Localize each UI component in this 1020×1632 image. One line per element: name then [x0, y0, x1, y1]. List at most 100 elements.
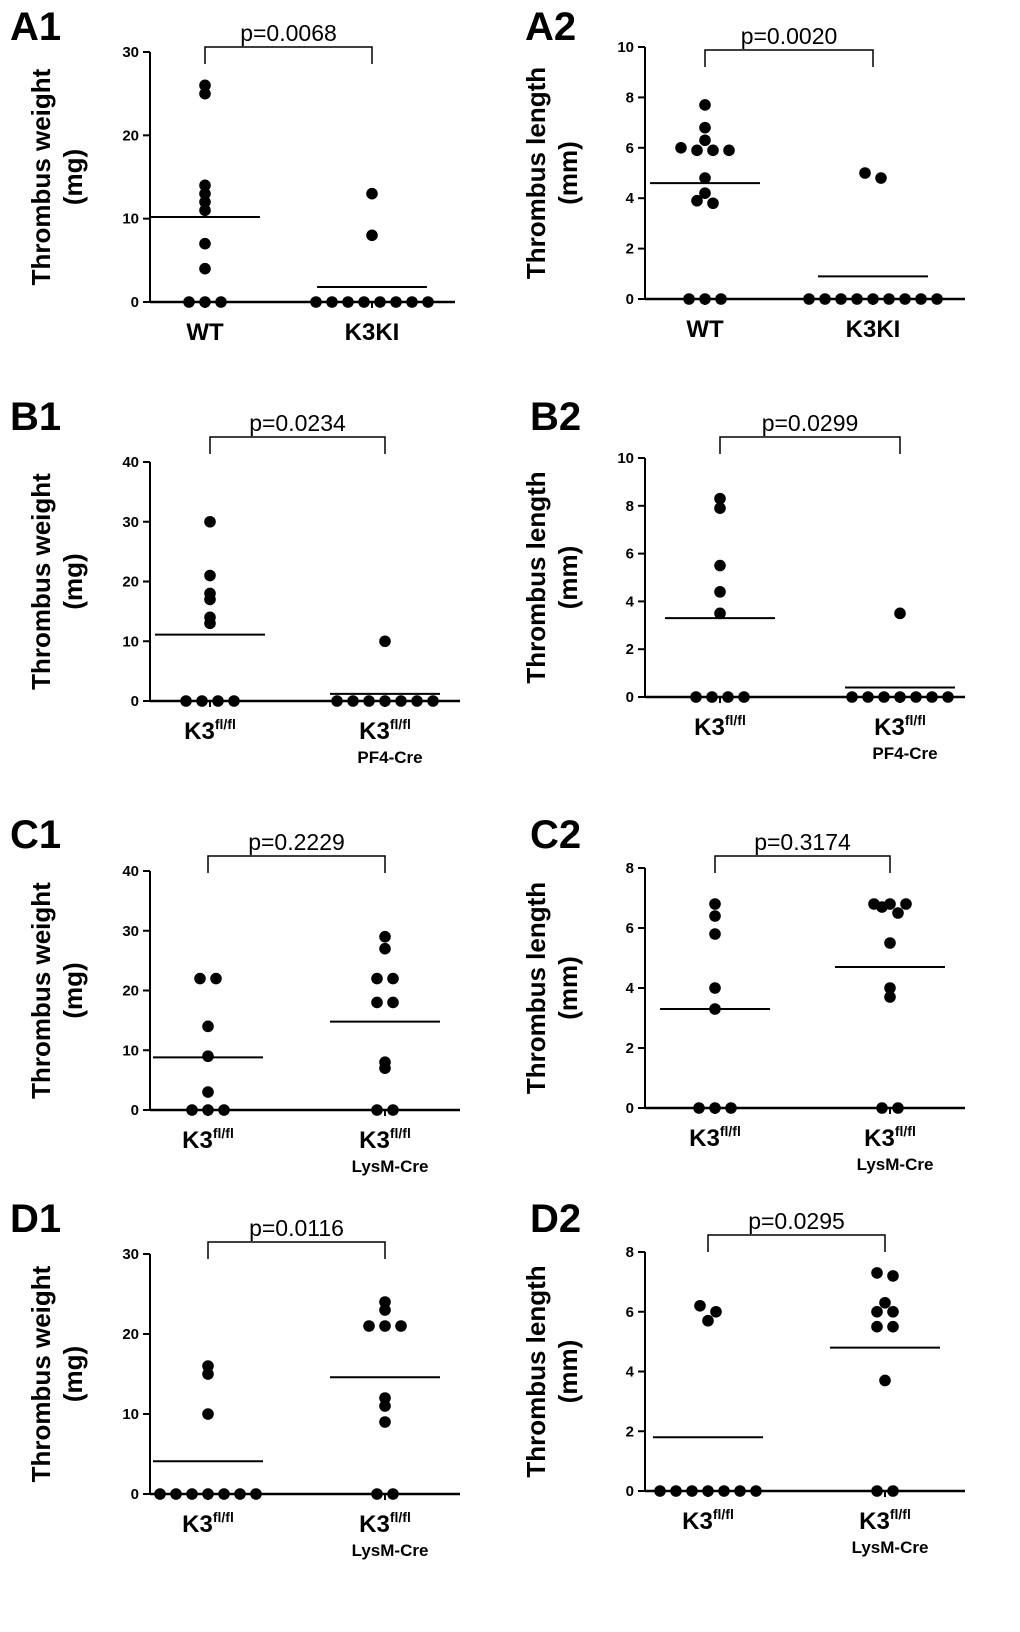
significance-bracket — [204, 46, 373, 64]
group-label-sup: fl/fl — [895, 1123, 916, 1139]
data-point — [887, 1320, 899, 1333]
panel-a2: A2 Thrombus length(mm) 0 2 4 6 8 10 WT K3KI p=0.00… — [521, 5, 965, 343]
y-tick-label: 4 — [626, 980, 635, 997]
data-point — [710, 1305, 722, 1318]
group-2: K3KI — [803, 167, 943, 343]
data-point — [709, 1102, 721, 1114]
data-point — [694, 1299, 706, 1312]
data-point — [884, 982, 896, 994]
y-tick-label: 40 — [122, 863, 139, 880]
data-point — [310, 296, 322, 308]
data-point — [374, 296, 386, 308]
data-point — [871, 1267, 883, 1279]
group-2: K3fl/fl PF4-Cre — [845, 607, 955, 763]
y-tick-label: 20 — [122, 1326, 139, 1343]
data-point — [862, 691, 874, 703]
data-point — [675, 142, 687, 154]
group-2: K3fl/fl LysM-Cre — [330, 1296, 440, 1560]
data-point — [690, 691, 702, 703]
y-tick-label: 10 — [122, 1042, 139, 1059]
y-axis-title-line2: (mg) — [58, 553, 88, 609]
data-point — [709, 928, 721, 940]
data-point — [204, 593, 216, 606]
y-tick-label: 30 — [122, 44, 139, 61]
group-label: K3fl/fl — [182, 1509, 234, 1538]
data-point — [234, 1488, 246, 1500]
data-point — [186, 1488, 198, 1500]
data-point — [395, 1320, 407, 1332]
group-label: K3fl/fl — [864, 1123, 916, 1152]
group-label-text: K3 — [859, 1508, 890, 1535]
data-point — [202, 1368, 214, 1380]
group-label-sup: fl/fl — [905, 712, 926, 728]
data-point — [699, 172, 711, 184]
y-tick-label: 8 — [626, 89, 634, 106]
y-tick-label: 20 — [122, 983, 139, 1000]
data-point — [876, 1102, 888, 1114]
group-label-sup: fl/fl — [213, 1125, 234, 1141]
data-point — [210, 972, 222, 985]
data-point — [887, 1485, 899, 1497]
y-axis-title-line2: (mg) — [58, 962, 88, 1018]
group-2: K3KI — [310, 187, 434, 346]
y-axis-title: Thrombus length(mm) — [521, 471, 583, 683]
p-value-label: p=0.0020 — [741, 23, 838, 49]
group-2: K3fl/fl LysM-Cre — [330, 930, 440, 1176]
data-point — [894, 691, 906, 703]
data-point — [706, 691, 718, 703]
data-point — [702, 1314, 714, 1327]
data-point — [714, 586, 726, 598]
y-tick-label: 0 — [626, 291, 634, 308]
y-tick-label: 8 — [626, 860, 634, 877]
y-tick-label: 2 — [626, 1040, 634, 1057]
data-point — [199, 79, 211, 92]
data-point — [358, 296, 370, 308]
data-point — [654, 1485, 666, 1497]
group-label-text: K3 — [682, 1508, 713, 1535]
y-axis-title-line1: Thrombus length — [521, 67, 551, 279]
group-label: K3fl/fl — [359, 1125, 411, 1154]
data-point — [887, 1270, 899, 1282]
y-axis-title-line1: Thrombus length — [521, 882, 551, 1094]
y-tick-label: 20 — [122, 127, 139, 144]
data-point — [709, 898, 721, 910]
group-label: K3fl/fl — [184, 716, 236, 745]
p-value-label: p=0.0234 — [249, 410, 346, 436]
data-point — [379, 695, 391, 707]
data-point — [846, 691, 858, 703]
data-point — [707, 197, 719, 210]
data-point — [707, 144, 719, 157]
y-axis-title: Thrombus length(mm) — [521, 1265, 583, 1477]
data-point — [871, 1305, 883, 1318]
group-label-text: K3 — [694, 714, 725, 741]
data-point — [718, 1485, 730, 1497]
y-axis-title-line1: Thrombus weight — [26, 473, 56, 690]
group-2: K3fl/fl PF4-Cre — [330, 635, 440, 767]
significance-bracket — [707, 1234, 886, 1252]
data-point — [379, 1320, 391, 1332]
y-axis-title-line2: (mm) — [553, 546, 583, 610]
y-axis-title: Thrombus weight(mg) — [26, 1265, 88, 1482]
data-point — [202, 1086, 214, 1098]
data-point — [250, 1488, 262, 1500]
data-point — [871, 1485, 883, 1497]
data-point — [699, 121, 711, 134]
group-label-text: K3 — [184, 718, 215, 745]
y-tick-label: 8 — [626, 1244, 634, 1261]
y-axis-title-line2: (mg) — [58, 149, 88, 205]
group-label-text: K3KI — [345, 319, 400, 346]
y-tick-label: 10 — [122, 211, 139, 228]
data-point — [194, 972, 206, 985]
data-point — [204, 569, 216, 582]
data-point — [819, 293, 831, 305]
group-label-sup: fl/fl — [725, 712, 746, 728]
y-axis-title-line1: Thrombus weight — [26, 1265, 56, 1482]
data-point — [183, 296, 195, 308]
group-label: K3fl/fl — [859, 1506, 911, 1535]
data-point — [699, 134, 711, 147]
group-1: K3fl/fl — [153, 972, 263, 1154]
data-point — [723, 144, 735, 157]
